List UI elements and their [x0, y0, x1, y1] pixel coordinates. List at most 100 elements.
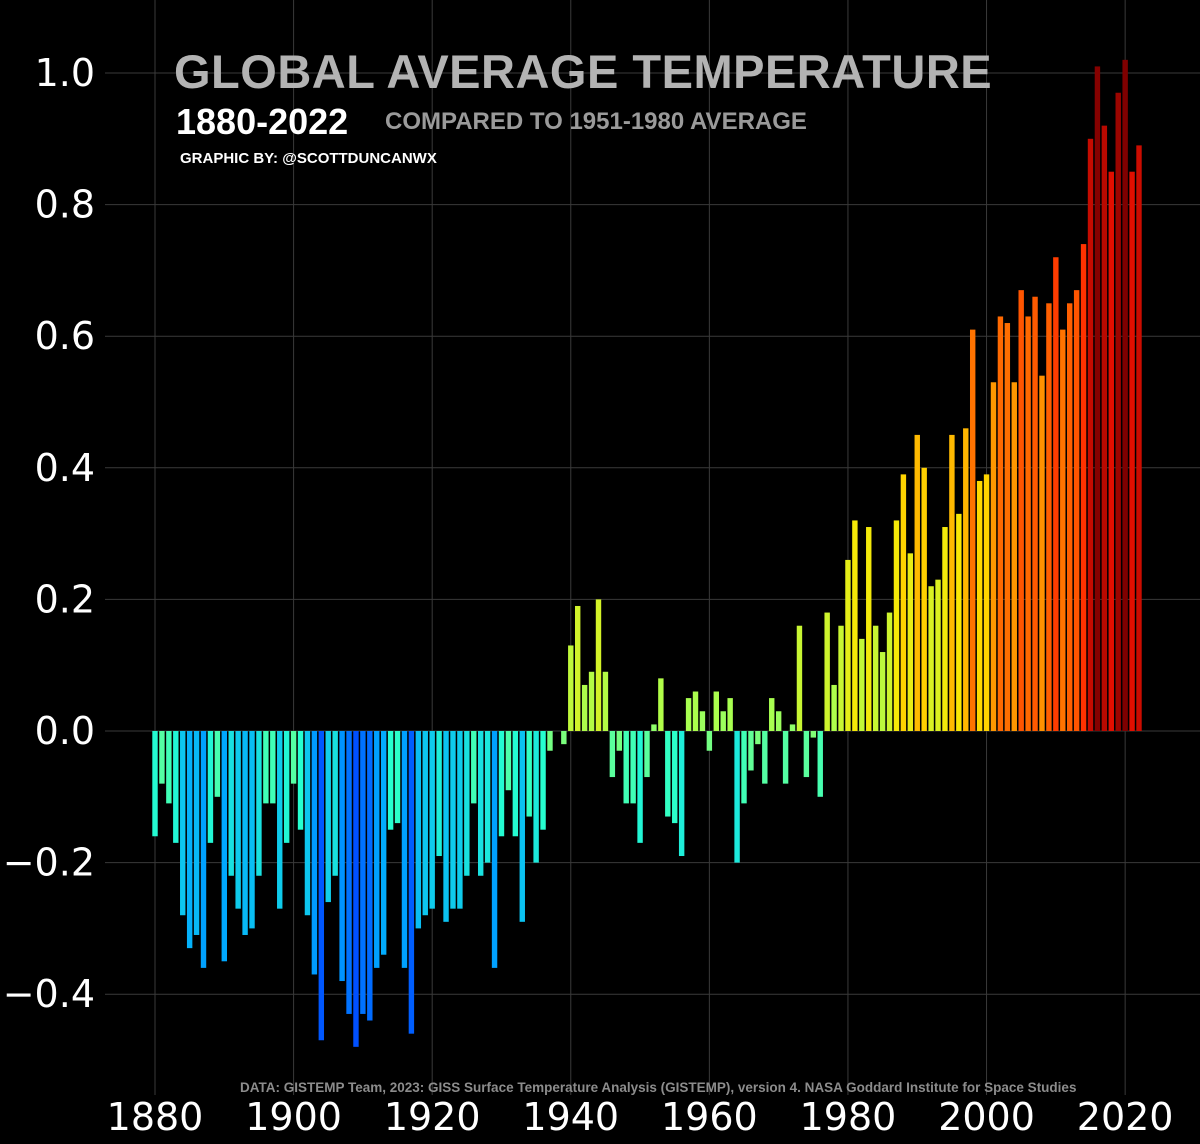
- bar: [249, 731, 255, 929]
- bar: [921, 467, 927, 731]
- y-tick-label: 0.6: [35, 314, 95, 358]
- bar: [796, 625, 803, 731]
- bar: [270, 731, 276, 804]
- bar: [969, 329, 976, 731]
- bar: [346, 731, 352, 1014]
- bar: [353, 731, 359, 1047]
- bar: [789, 724, 796, 731]
- x-tick-label: 1900: [245, 1095, 342, 1139]
- bar: [685, 698, 692, 731]
- bar: [976, 480, 983, 731]
- bar: [852, 520, 858, 731]
- bar: [1025, 316, 1031, 731]
- bar: [588, 671, 595, 731]
- bars: [152, 59, 1142, 1047]
- bar: [893, 520, 900, 731]
- x-tick-label: 1880: [107, 1095, 204, 1139]
- bar: [762, 731, 768, 784]
- x-tick-labels: 1880 1900 1920 1940 1960 1980 2000 2020: [107, 1095, 1174, 1139]
- bar: [484, 731, 491, 863]
- bar: [609, 731, 616, 778]
- bar: [283, 731, 290, 843]
- bar: [491, 731, 498, 968]
- bar: [872, 625, 879, 731]
- bar: [672, 731, 678, 824]
- bar: [1073, 290, 1080, 731]
- bar: [595, 599, 602, 731]
- bar: [235, 731, 241, 909]
- bar: [159, 731, 165, 784]
- bar: [450, 731, 456, 909]
- bar: [374, 731, 380, 968]
- bar: [214, 731, 221, 797]
- bar: [1004, 323, 1011, 731]
- bar: [734, 731, 740, 863]
- bar: [665, 731, 671, 817]
- bar: [644, 731, 650, 778]
- bar: [200, 731, 207, 968]
- bar: [387, 731, 394, 830]
- bar: [568, 645, 574, 731]
- bar: [533, 731, 539, 863]
- y-tick-label: 1.0: [35, 51, 95, 95]
- bar: [692, 691, 699, 731]
- bar: [845, 559, 851, 731]
- bar: [741, 731, 747, 804]
- bar: [935, 579, 941, 731]
- bar: [1046, 303, 1052, 731]
- x-tick-label: 1960: [661, 1095, 758, 1139]
- y-tick-label: 0.4: [35, 446, 95, 490]
- bar: [221, 731, 227, 962]
- bar: [193, 731, 200, 935]
- y-tick-label: −0.4: [3, 972, 95, 1016]
- bar: [277, 731, 283, 909]
- bar: [360, 731, 366, 1014]
- y-tick-label: −0.2: [3, 841, 95, 885]
- y-tick-labels: 1.0 0.8 0.6 0.4 0.2 0.0 −0.2 −0.4: [3, 51, 95, 1016]
- bar: [1067, 303, 1073, 731]
- bar: [443, 731, 449, 922]
- bar: [242, 731, 248, 935]
- x-tick-label: 2000: [938, 1095, 1035, 1139]
- bar: [166, 731, 172, 804]
- bar: [658, 678, 664, 731]
- bar: [1094, 66, 1101, 732]
- bar: [866, 527, 872, 731]
- bar: [186, 731, 193, 949]
- bar: [755, 731, 761, 745]
- bar: [775, 711, 782, 731]
- bar: [540, 731, 546, 830]
- bar: [408, 731, 415, 1034]
- bar: [401, 731, 408, 968]
- bar: [415, 731, 422, 929]
- y-tick-label: 0.8: [35, 183, 95, 227]
- bar: [457, 731, 463, 909]
- bar: [207, 731, 214, 843]
- bar: [477, 731, 484, 876]
- year-range: 1880-2022: [176, 101, 349, 142]
- bar: [436, 731, 442, 857]
- bar: [1136, 145, 1142, 731]
- bar: [907, 553, 914, 731]
- bar: [1060, 329, 1066, 731]
- bar: [311, 731, 318, 975]
- bar: [630, 731, 636, 804]
- bar: [727, 698, 733, 731]
- bar: [602, 671, 609, 731]
- bar: [318, 731, 325, 1041]
- bar: [256, 731, 262, 876]
- x-tick-label: 1980: [800, 1095, 897, 1139]
- y-tick-label: 0.0: [35, 709, 95, 753]
- bar: [228, 731, 234, 876]
- bar: [1018, 290, 1024, 731]
- bar: [803, 731, 810, 778]
- bar: [831, 684, 837, 731]
- bar: [581, 684, 588, 731]
- bar: [942, 527, 948, 731]
- bar: [623, 731, 629, 804]
- bar: [651, 724, 657, 731]
- bar: [512, 731, 519, 837]
- bar: [956, 513, 962, 731]
- bar: [810, 731, 817, 738]
